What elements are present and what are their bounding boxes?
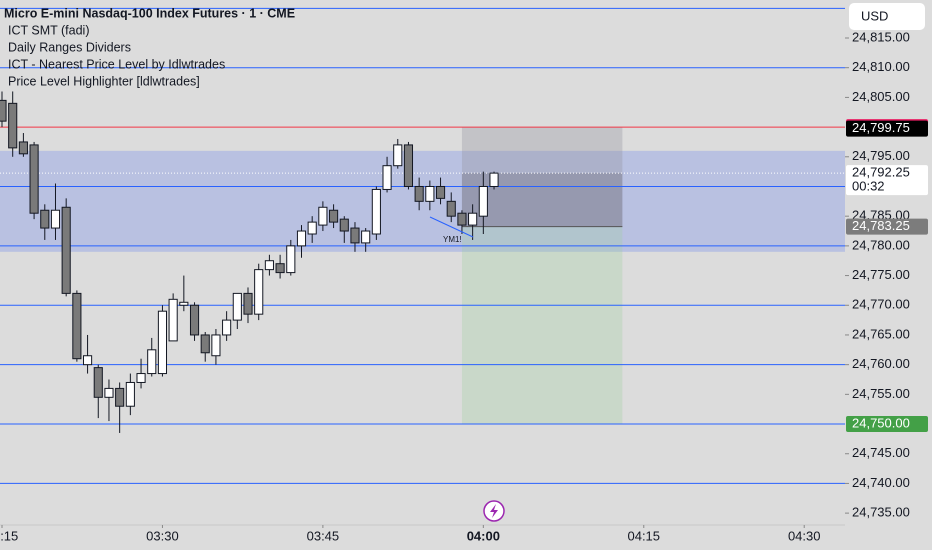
smt-line — [429, 216, 474, 238]
candle-body — [254, 269, 264, 315]
price-marker-label: 24,799.75 — [852, 120, 910, 135]
candle-body — [29, 144, 39, 214]
indicator: Daily Ranges Dividers — [8, 40, 131, 54]
x-tick-label: 04:00 — [467, 528, 500, 543]
candle-body — [264, 260, 274, 271]
y-tick-label: 24,810.00 — [852, 59, 910, 74]
y-tick-label: 24,740.00 — [852, 475, 910, 490]
candle-body — [307, 221, 317, 235]
countdown: 00:32 — [852, 179, 885, 194]
candle-body — [457, 212, 467, 226]
y-tick-label: 24,745.00 — [852, 445, 910, 460]
candle-body — [361, 230, 371, 244]
y-tick-label: 24,735.00 — [852, 505, 910, 520]
y-tick-label: 24,770.00 — [852, 297, 910, 312]
price-axis — [845, 0, 932, 550]
price-marker — [846, 218, 928, 235]
candle-body — [435, 185, 446, 199]
alert-icon[interactable] — [483, 500, 505, 522]
y-tick-label: 24,765.00 — [852, 326, 910, 341]
candle-body — [8, 102, 18, 149]
y-tick-label: 24,815.00 — [852, 29, 910, 44]
annotation: YM1! — [443, 235, 462, 244]
candle-body — [414, 185, 424, 202]
y-tick-label: 24,760.00 — [852, 356, 910, 371]
axis-layer: 24,815.00 24,810.00 24,805.00 24,795.00 24,7… — [0, 29, 928, 543]
y-tick-label: 24,780.00 — [852, 237, 910, 252]
candle-body — [189, 304, 200, 336]
candle-body — [147, 349, 157, 375]
plot — [0, 7, 845, 484]
price-marker — [846, 165, 928, 196]
candle-body — [125, 381, 135, 407]
candle-body — [136, 373, 146, 383]
candle-body — [446, 200, 456, 217]
candle-body — [72, 292, 82, 360]
candle-body — [350, 227, 360, 244]
candle-body — [393, 144, 403, 167]
candle-body — [40, 209, 50, 229]
price-marker-label: 24,792.25 — [852, 165, 910, 180]
candle-body — [275, 263, 285, 274]
candle-body — [104, 387, 114, 398]
x-tick-label: 03:15 — [0, 528, 18, 543]
y-tick-label: 24,805.00 — [852, 89, 910, 104]
candle-body — [83, 355, 93, 366]
indicator: ICT - Nearest Price Level by Idlwtrades — [8, 57, 225, 71]
candle-body — [329, 209, 339, 223]
x-tick-label: 04:15 — [627, 528, 660, 543]
candle-body — [468, 212, 478, 226]
candle-body — [18, 141, 28, 155]
y-tick-label: 24,795.00 — [852, 148, 910, 163]
candle-body — [0, 99, 7, 122]
price-marker — [846, 416, 928, 433]
candle-body — [243, 292, 253, 315]
x-tick-label: 04:30 — [788, 528, 821, 543]
candle-body — [403, 144, 414, 187]
candle-body — [157, 310, 168, 375]
candle-body — [478, 185, 488, 217]
candle-body — [382, 165, 392, 190]
price-marker — [846, 120, 928, 137]
indicator: ICT SMT (fadi) — [8, 23, 90, 37]
candle-body — [296, 230, 307, 247]
candle-body — [425, 185, 435, 202]
price-marker-label: 24,783.25 — [852, 218, 910, 233]
candle-body — [371, 188, 381, 235]
candle-body — [339, 218, 349, 232]
stop-zone — [461, 127, 623, 227]
candle-body — [115, 387, 125, 407]
candle-body — [211, 334, 221, 357]
target-zone — [461, 226, 623, 425]
candle-body — [179, 301, 189, 306]
candle-body — [93, 367, 103, 398]
candle-body — [318, 206, 328, 226]
open-pnl-zone — [461, 173, 623, 227]
candle-body — [222, 319, 232, 336]
currency[interactable]: USD — [861, 8, 888, 23]
indicator: Price Level Highlighter [ldlwtrades] — [8, 74, 200, 88]
candle-body — [286, 245, 296, 274]
y-tick-label: 24,775.00 — [852, 267, 910, 282]
candle-body — [50, 209, 61, 229]
candle-body — [489, 172, 499, 187]
price-marker-label: 24,750.00 — [852, 415, 910, 430]
y-tick-label: 24,755.00 — [852, 386, 910, 401]
candle-body — [200, 334, 210, 354]
currency-button[interactable] — [849, 3, 925, 30]
x-tick-label: 03:30 — [146, 528, 179, 543]
candle-body — [168, 298, 178, 342]
x-tick-label: 03:45 — [307, 528, 340, 543]
candle-body — [61, 206, 71, 294]
chart-title: Micro E-mini Nasdaq-100 Index Futures · … — [4, 6, 295, 20]
candle-body — [232, 292, 242, 321]
